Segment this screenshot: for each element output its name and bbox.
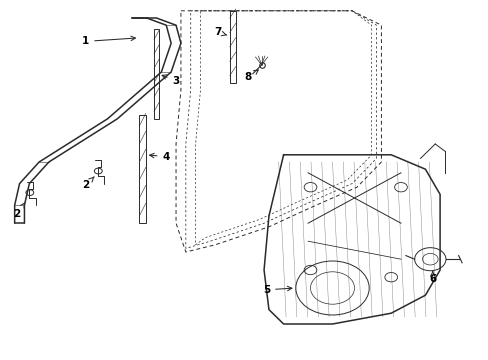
Text: 5: 5	[263, 285, 291, 295]
Text: 8: 8	[244, 70, 258, 82]
Text: 3: 3	[162, 75, 179, 86]
Text: 2: 2	[82, 177, 94, 190]
Text: 7: 7	[213, 27, 226, 37]
Text: 6: 6	[428, 271, 435, 284]
Text: 1: 1	[82, 36, 135, 46]
Text: 2: 2	[14, 203, 24, 219]
Text: 4: 4	[149, 152, 170, 162]
